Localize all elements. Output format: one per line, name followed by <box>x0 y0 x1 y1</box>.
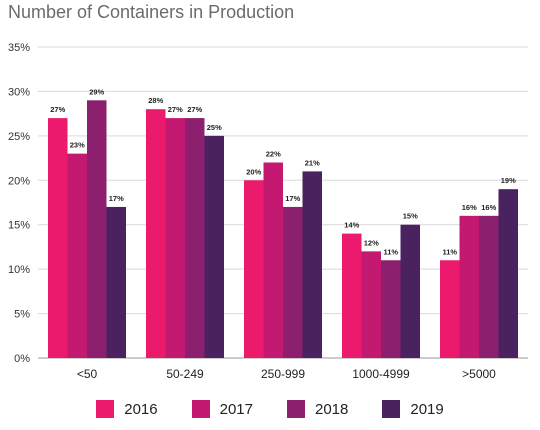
legend-label: 2019 <box>410 400 444 418</box>
data-label: 28% <box>148 96 163 105</box>
bar <box>283 206 303 358</box>
y-tick-label: 20% <box>8 175 30 187</box>
legend-label: 2018 <box>315 400 349 418</box>
bar <box>479 215 499 358</box>
y-tick-label: 25% <box>8 131 30 143</box>
bar <box>106 206 126 358</box>
y-tick-label: 5% <box>14 309 30 321</box>
bar <box>263 162 283 358</box>
data-label: 14% <box>344 221 359 230</box>
chart-title: Number of Containers in Production <box>8 2 295 22</box>
bar <box>440 260 460 358</box>
x-tick-label: 250-999 <box>261 367 305 381</box>
data-label: 16% <box>481 203 496 212</box>
data-label: 20% <box>246 167 261 176</box>
y-tick-label: 10% <box>8 264 30 276</box>
bar <box>204 135 224 358</box>
x-tick-label: 50-249 <box>166 367 204 381</box>
legend-swatch <box>287 400 305 418</box>
data-label: 15% <box>403 212 418 221</box>
data-label: 11% <box>442 247 457 256</box>
bar <box>244 180 264 358</box>
bar <box>498 189 518 358</box>
x-tick-label: >5000 <box>462 367 496 381</box>
y-tick-label: 0% <box>14 353 30 365</box>
data-label: 29% <box>89 87 104 96</box>
bar <box>165 118 185 358</box>
bar <box>361 251 381 358</box>
legend-label: 2017 <box>219 400 253 418</box>
data-label: 21% <box>305 158 320 167</box>
legend-item: 2019 <box>382 400 444 418</box>
bar <box>342 233 362 358</box>
bar <box>87 100 107 359</box>
bar <box>459 215 479 358</box>
data-label: 25% <box>207 123 222 132</box>
x-tick-label: <50 <box>77 367 98 381</box>
legend-item: 2017 <box>191 400 253 418</box>
bar-chart: 0% 5% 10% 15% 20% 25% 30% 35% 27% 23% 29% 17% <50 28%… <box>8 42 528 381</box>
bar <box>185 118 205 358</box>
data-label: 27% <box>50 105 65 114</box>
bar <box>146 109 166 358</box>
legend-swatch <box>191 400 210 418</box>
data-label: 16% <box>462 203 477 212</box>
bar <box>381 260 401 358</box>
y-tick-label: 15% <box>8 220 30 232</box>
data-label: 12% <box>364 238 379 247</box>
data-label: 22% <box>266 150 281 159</box>
legend-item: 2016 <box>96 400 158 418</box>
legend-label: 2016 <box>124 400 158 418</box>
bar <box>67 153 87 358</box>
legend-item: 2018 <box>287 400 348 418</box>
legend-swatch <box>96 400 115 418</box>
bar <box>400 224 420 358</box>
bar <box>302 171 322 358</box>
x-tick-label: 1000-4999 <box>352 367 410 381</box>
data-label: 17% <box>285 194 300 203</box>
y-tick-label: 30% <box>8 86 30 98</box>
data-label: 27% <box>168 105 183 114</box>
data-label: 23% <box>70 141 85 150</box>
legend-swatch <box>382 400 401 418</box>
data-label: 27% <box>187 105 202 114</box>
legend: 2016 2017 2018 2019 <box>0 400 540 418</box>
data-label: 17% <box>109 194 124 203</box>
data-label: 19% <box>501 176 516 185</box>
data-label: 11% <box>383 247 398 256</box>
bar <box>48 118 68 358</box>
y-tick-label: 35% <box>8 42 30 54</box>
